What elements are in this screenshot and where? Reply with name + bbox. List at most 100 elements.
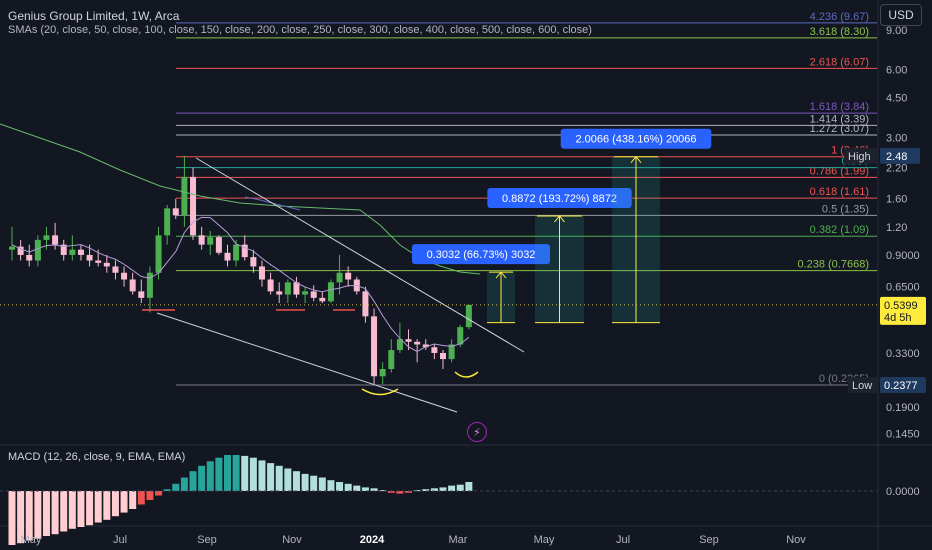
macd-bar[interactable] [292, 471, 300, 491]
macd-bar[interactable] [249, 457, 257, 491]
candle[interactable] [26, 244, 33, 267]
macd-bar[interactable] [344, 483, 352, 491]
macd-bar[interactable] [465, 482, 473, 491]
projection-label-box[interactable] [412, 244, 550, 265]
candle[interactable] [60, 239, 67, 261]
candle[interactable] [121, 266, 128, 287]
candle[interactable] [34, 235, 41, 267]
macd-bar[interactable] [361, 487, 369, 491]
macd-bar[interactable] [353, 485, 361, 491]
candle[interactable] [388, 339, 395, 373]
macd-bar[interactable] [146, 491, 154, 500]
macd-bar[interactable] [129, 491, 137, 509]
macd-bar[interactable] [206, 461, 214, 491]
candle[interactable] [103, 254, 110, 273]
candle[interactable] [258, 260, 265, 287]
candle[interactable] [112, 260, 119, 280]
candle[interactable] [267, 272, 274, 295]
macd-bar[interactable] [430, 488, 438, 491]
macd-bar[interactable] [405, 491, 413, 493]
candle[interactable] [276, 282, 283, 304]
macd-bar[interactable] [103, 491, 111, 520]
candle[interactable] [414, 339, 421, 363]
macd-bar[interactable] [68, 491, 76, 529]
macd-bar[interactable] [163, 489, 171, 491]
candle[interactable] [146, 266, 153, 313]
candle[interactable] [198, 226, 205, 250]
macd-bar[interactable] [258, 460, 266, 491]
candle[interactable] [69, 235, 76, 261]
candle[interactable] [310, 285, 317, 302]
candle[interactable] [362, 286, 369, 323]
candle[interactable] [207, 230, 214, 255]
macd-bar[interactable] [17, 491, 25, 544]
candle[interactable] [319, 291, 326, 304]
candle[interactable] [155, 226, 162, 280]
candle[interactable] [164, 205, 171, 245]
candle[interactable] [215, 235, 222, 255]
candle[interactable] [284, 279, 291, 304]
candle[interactable] [190, 167, 197, 240]
lightning-icon[interactable]: ⚡ [467, 422, 487, 442]
lower-trendline[interactable] [156, 312, 458, 413]
candle[interactable] [17, 239, 24, 261]
macd-bar[interactable] [111, 491, 119, 517]
macd-bar[interactable] [42, 491, 50, 536]
macd-bar[interactable] [224, 455, 231, 491]
macd-bar[interactable] [336, 482, 344, 491]
macd-bar[interactable] [448, 485, 456, 491]
macd-bar[interactable] [34, 491, 42, 539]
bottom-arc-2[interactable] [454, 371, 479, 378]
macd-bar[interactable] [198, 465, 206, 491]
candle[interactable] [224, 244, 231, 267]
macd-bar[interactable] [25, 491, 33, 541]
macd-bar[interactable] [379, 490, 387, 492]
candle[interactable] [379, 362, 386, 385]
candle[interactable] [465, 304, 472, 330]
macd-bar[interactable] [172, 483, 180, 491]
candle[interactable] [302, 286, 309, 304]
sma-20-line[interactable] [11, 216, 470, 353]
candle[interactable] [250, 249, 257, 273]
macd-bar[interactable] [456, 484, 464, 491]
candle[interactable] [129, 272, 136, 295]
sma-legend[interactable]: SMAs (20, close, 50, close, 100, close, … [8, 24, 592, 36]
macd-bar[interactable] [387, 491, 395, 493]
macd-bar[interactable] [396, 491, 404, 494]
macd-bar[interactable] [284, 468, 292, 492]
macd-bar[interactable] [51, 491, 59, 535]
upper-trendline[interactable] [195, 157, 525, 353]
macd-bar[interactable] [318, 477, 326, 492]
macd-bar[interactable] [439, 487, 447, 491]
candle[interactable] [448, 339, 455, 363]
macd-bar[interactable] [180, 477, 188, 492]
candle[interactable] [345, 266, 352, 287]
candle[interactable] [327, 279, 334, 304]
macd-bar[interactable] [422, 489, 430, 491]
macd-bar[interactable] [77, 491, 85, 527]
macd-bar[interactable] [215, 457, 223, 491]
macd-bar[interactable] [327, 480, 335, 491]
macd-bar[interactable] [189, 471, 197, 491]
currency-button[interactable]: USD [880, 4, 922, 26]
bottom-arc-1[interactable] [361, 388, 399, 396]
macd-bar[interactable] [94, 491, 102, 523]
macd-legend[interactable]: MACD (12, 26, close, 9, EMA, EMA) [8, 451, 186, 463]
candle[interactable] [9, 226, 15, 261]
macd-bar[interactable] [232, 455, 240, 491]
projection-label-box[interactable] [560, 128, 712, 149]
candle[interactable] [77, 244, 84, 261]
candle[interactable] [293, 276, 300, 298]
macd-bar[interactable] [267, 463, 275, 491]
candle[interactable] [138, 279, 145, 304]
sma-100-line[interactable] [244, 196, 301, 211]
macd-bar[interactable] [370, 488, 378, 491]
candle[interactable] [181, 155, 188, 227]
macd-bar[interactable] [155, 491, 163, 496]
macd-bar[interactable] [120, 491, 128, 513]
macd-bar[interactable] [241, 455, 249, 491]
candle[interactable] [371, 308, 378, 385]
macd-bar[interactable] [137, 491, 145, 505]
macd-bar[interactable] [275, 465, 283, 491]
